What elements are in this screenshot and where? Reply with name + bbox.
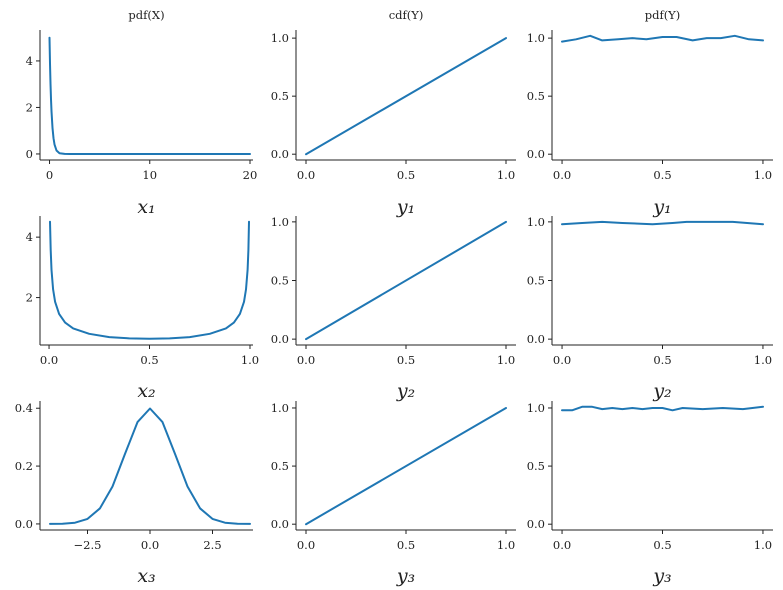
y-tick-label: 0.0 bbox=[527, 517, 545, 531]
y-tick-label: 0.0 bbox=[271, 332, 289, 346]
y-tick-label: 0.4 bbox=[15, 401, 33, 415]
x-tick-label: 20 bbox=[243, 168, 258, 182]
x-tick-label: 1.0 bbox=[497, 353, 515, 367]
series-line bbox=[49, 407, 251, 525]
y-tick-label: 2 bbox=[26, 291, 33, 305]
y-tick-label: 1.0 bbox=[271, 31, 289, 45]
x-axis-label: y₁ bbox=[396, 196, 415, 218]
y-tick-label: 1.0 bbox=[527, 401, 545, 415]
y-tick-label: 0.5 bbox=[527, 274, 545, 288]
series-line bbox=[561, 34, 764, 43]
y-tick-label: 0.0 bbox=[527, 332, 545, 346]
x-tick-label: 0.5 bbox=[653, 353, 671, 367]
x-tick-label: 1.0 bbox=[497, 538, 515, 552]
x-axis-label: y₃ bbox=[652, 565, 671, 587]
subplot-2-1: 0.0 0.5 1.0 2 4 x₂ bbox=[26, 216, 259, 402]
x-tick-label: 1.0 bbox=[241, 353, 259, 367]
y-tick-label: 0.0 bbox=[271, 517, 289, 531]
y-tick-label: 0.5 bbox=[527, 89, 545, 103]
series-line bbox=[305, 407, 507, 526]
x-tick-label: 2.5 bbox=[203, 538, 221, 552]
y-tick-label: 2 bbox=[26, 100, 33, 114]
x-tick-label: 1.0 bbox=[754, 538, 772, 552]
subplot-title: cdf(Y) bbox=[389, 8, 424, 22]
y-tick-label: 0.0 bbox=[271, 147, 289, 161]
series-line bbox=[561, 220, 764, 226]
y-tick-label: 1.0 bbox=[271, 401, 289, 415]
subplot-2-3: 0.0 0.5 1.0 0.0 0.5 1.0 y₂ bbox=[527, 215, 773, 402]
y-tick-label: 0.2 bbox=[15, 459, 33, 473]
x-tick-label: 10 bbox=[142, 168, 157, 182]
x-tick-label: 1.0 bbox=[497, 168, 515, 182]
y-tick-label: 0.5 bbox=[271, 459, 289, 473]
x-tick-label: 0.0 bbox=[297, 353, 315, 367]
series-line bbox=[48, 36, 251, 155]
y-tick-label: 1.0 bbox=[527, 215, 545, 229]
subplot-3-2: 0.0 0.5 1.0 0.0 0.5 1.0 y₃ bbox=[271, 401, 516, 587]
x-tick-label: 0.0 bbox=[553, 168, 571, 182]
x-axis-label: y₁ bbox=[652, 196, 671, 218]
subplot-1-3: 0.0 0.5 1.0 0.0 0.5 1.0 pdf(Y) y₁ bbox=[527, 8, 773, 218]
y-tick-label: 0.5 bbox=[271, 274, 289, 288]
x-axis-label: x₁ bbox=[137, 196, 155, 218]
y-tick-label: 4 bbox=[26, 230, 33, 244]
x-tick-label: 0.5 bbox=[397, 353, 415, 367]
x-axis-label: x₂ bbox=[137, 380, 155, 402]
x-tick-label: 0.5 bbox=[140, 353, 158, 367]
y-tick-label: 0 bbox=[26, 147, 33, 161]
x-tick-label: 0.5 bbox=[397, 168, 415, 182]
x-tick-label: 0.0 bbox=[553, 538, 571, 552]
x-tick-label: 1.0 bbox=[754, 353, 772, 367]
series-line bbox=[305, 37, 507, 156]
subplot-3-3: 0.0 0.5 1.0 0.0 0.5 1.0 y₃ bbox=[527, 401, 773, 587]
x-tick-label: 0.0 bbox=[141, 538, 159, 552]
series-line bbox=[561, 405, 764, 412]
subplot-title: pdf(X) bbox=[128, 8, 164, 22]
y-tick-label: 0.0 bbox=[527, 147, 545, 161]
x-tick-label: 0.5 bbox=[653, 538, 671, 552]
x-tick-label: 0.0 bbox=[553, 353, 571, 367]
subplot-2-2: 0.0 0.5 1.0 0.0 0.5 1.0 y₂ bbox=[271, 215, 516, 402]
x-tick-label: 0.5 bbox=[653, 168, 671, 182]
x-tick-label: 1.0 bbox=[754, 168, 772, 182]
y-tick-label: 4 bbox=[26, 54, 33, 68]
x-axis-label: y₃ bbox=[396, 565, 415, 587]
y-tick-label: 1.0 bbox=[271, 215, 289, 229]
x-tick-label: 0.5 bbox=[397, 538, 415, 552]
subplot-1-1: 0 10 20 0 2 4 pdf(X) x₁ bbox=[26, 8, 258, 218]
subplot-title: pdf(Y) bbox=[645, 8, 681, 22]
y-tick-label: 0.0 bbox=[15, 517, 33, 531]
x-axis-label: y₂ bbox=[396, 380, 415, 402]
y-tick-label: 1.0 bbox=[527, 31, 545, 45]
subplot-3-1: −2.5 0.0 2.5 0.0 0.2 0.4 x₃ bbox=[15, 401, 253, 587]
series-line bbox=[305, 220, 507, 341]
x-tick-label: 0.0 bbox=[297, 168, 315, 182]
x-axis-label: y₂ bbox=[652, 380, 671, 402]
x-axis-label: x₃ bbox=[137, 565, 155, 587]
y-tick-label: 0.5 bbox=[271, 89, 289, 103]
subplot-1-2: 0.0 0.5 1.0 0.0 0.5 1.0 cdf(Y) y₁ bbox=[271, 8, 516, 218]
series-line bbox=[49, 220, 250, 340]
y-tick-label: 0.5 bbox=[527, 459, 545, 473]
x-tick-label: 0.0 bbox=[40, 353, 58, 367]
x-tick-label: 0.0 bbox=[297, 538, 315, 552]
x-tick-label: 0 bbox=[46, 168, 53, 182]
x-tick-label: −2.5 bbox=[74, 538, 102, 552]
